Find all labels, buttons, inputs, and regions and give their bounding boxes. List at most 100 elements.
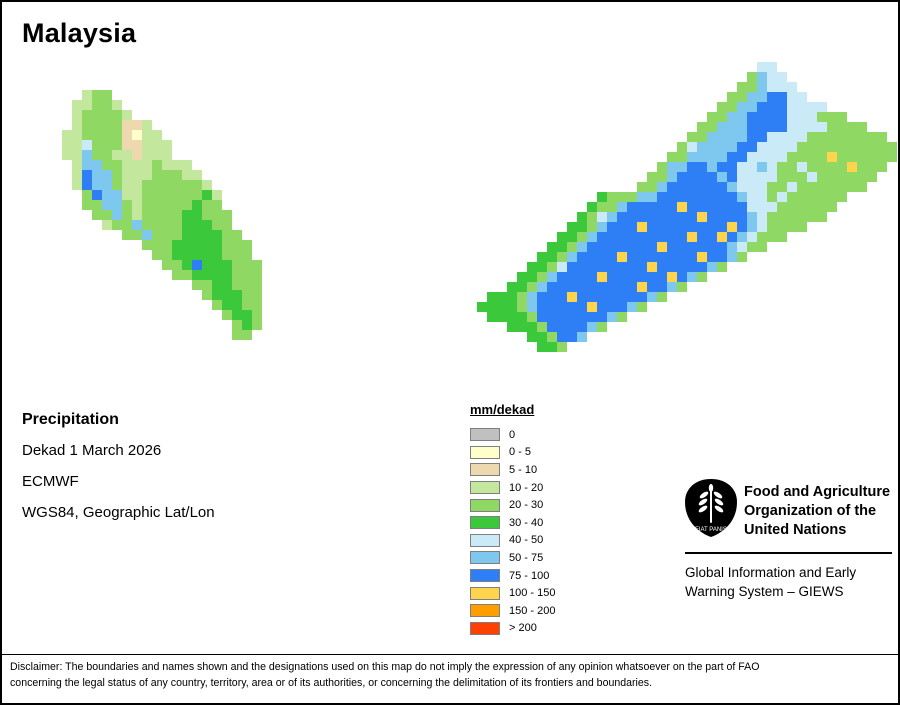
projection-label: WGS84, Geographic Lat/Lon xyxy=(22,504,215,521)
map-cell xyxy=(232,260,242,270)
map-cell xyxy=(222,260,232,270)
map-cell xyxy=(687,132,697,142)
map-cell xyxy=(737,242,747,252)
map-cell xyxy=(617,292,627,302)
map-cell xyxy=(717,102,727,112)
legend-title: mm/dekad xyxy=(470,402,535,417)
map-cell xyxy=(162,140,172,150)
map-cell xyxy=(112,180,122,190)
map-cell xyxy=(162,260,172,270)
map-cell xyxy=(567,282,577,292)
map-cell xyxy=(737,112,747,122)
map-cell xyxy=(507,282,517,292)
map-cell xyxy=(787,92,797,102)
map-cell xyxy=(627,282,637,292)
map-cell xyxy=(597,192,607,202)
map-cell xyxy=(777,222,787,232)
map-cell xyxy=(192,240,202,250)
map-cell xyxy=(647,212,657,222)
map-cell xyxy=(857,142,867,152)
map-cell xyxy=(647,182,657,192)
map-cell xyxy=(212,220,222,230)
map-cell xyxy=(617,302,627,312)
map-cell xyxy=(192,190,202,200)
map-cell xyxy=(152,170,162,180)
map-cell xyxy=(627,302,637,312)
map-cell xyxy=(757,192,767,202)
map-cell xyxy=(817,142,827,152)
map-cell xyxy=(687,252,697,262)
map-cell xyxy=(827,122,837,132)
dekad-label: Dekad 1 March 2026 xyxy=(22,442,162,459)
map-cell xyxy=(577,242,587,252)
map-cell xyxy=(747,142,757,152)
map-cell xyxy=(617,262,627,272)
map-cell xyxy=(112,130,122,140)
legend-swatch xyxy=(470,445,500,459)
map-cell xyxy=(132,120,142,130)
map-cell xyxy=(877,152,887,162)
map-cell xyxy=(202,250,212,260)
map-cell xyxy=(627,222,637,232)
map-cell xyxy=(477,302,487,312)
map-cell xyxy=(557,302,567,312)
map-cell xyxy=(567,262,577,272)
map-cell xyxy=(112,220,122,230)
map-cell xyxy=(112,160,122,170)
map-cell xyxy=(547,312,557,322)
map-cell xyxy=(182,250,192,260)
legend-item: 10 - 20 xyxy=(470,479,555,497)
map-cell xyxy=(737,232,747,242)
map-cell xyxy=(132,190,142,200)
map-cell xyxy=(577,232,587,242)
legend-item: 100 - 150 xyxy=(470,584,555,602)
map-cell xyxy=(817,152,827,162)
map-cell xyxy=(727,132,737,142)
map-cell xyxy=(557,252,567,262)
map-cell xyxy=(82,90,92,100)
map-cell xyxy=(152,180,162,190)
legend-label: 100 - 150 xyxy=(509,587,556,600)
map-cell xyxy=(717,252,727,262)
map-cell xyxy=(102,90,112,100)
legend-label: 75 - 100 xyxy=(509,569,550,582)
map-cell xyxy=(687,152,697,162)
map-cell xyxy=(807,112,817,122)
legend-swatch xyxy=(470,463,500,477)
fao-name: Food and Agriculture Organization of the… xyxy=(744,484,891,538)
map-cell xyxy=(847,162,857,172)
map-cell xyxy=(122,210,132,220)
map-cell xyxy=(617,212,627,222)
map-cell xyxy=(767,192,777,202)
map-cell xyxy=(807,142,817,152)
map-cell xyxy=(577,332,587,342)
map-cell xyxy=(82,190,92,200)
map-cell xyxy=(797,222,807,232)
legend-label: 10 - 20 xyxy=(509,481,544,494)
map-cell xyxy=(787,122,797,132)
map-cell xyxy=(242,270,252,280)
map-cell xyxy=(747,112,757,122)
map-cell xyxy=(597,282,607,292)
map-cell xyxy=(517,282,527,292)
legend-item: 0 xyxy=(470,426,555,444)
map-cell xyxy=(82,100,92,110)
map-cell xyxy=(497,302,507,312)
map-cell xyxy=(797,152,807,162)
map-cell xyxy=(707,222,717,232)
map-cell xyxy=(557,322,567,332)
map-cell xyxy=(787,212,797,222)
map-cell xyxy=(637,242,647,252)
map-cell xyxy=(637,262,647,272)
map-cell xyxy=(747,222,757,232)
legend-item: > 200 xyxy=(470,620,555,638)
map-cell xyxy=(757,222,767,232)
legend-swatch xyxy=(470,604,500,618)
map-cell xyxy=(132,140,142,150)
map-cell xyxy=(677,262,687,272)
map-cell xyxy=(637,232,647,242)
map-cell xyxy=(687,272,697,282)
map-cell xyxy=(567,312,577,322)
map-cell xyxy=(727,152,737,162)
map-cell xyxy=(757,212,767,222)
